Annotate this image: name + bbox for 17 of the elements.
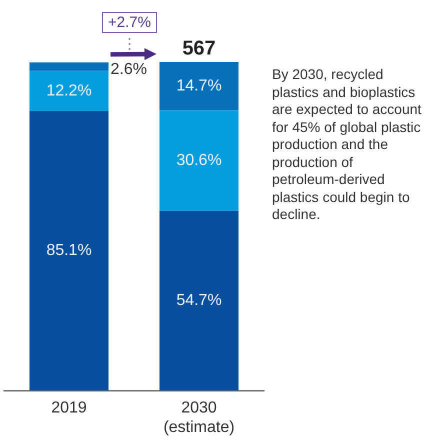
data-label: 2.6%	[110, 61, 147, 78]
text: +2.7%	[102, 12, 157, 33]
data-label: 30.6%	[176, 152, 222, 169]
bar	[159, 210, 239, 391]
bar	[159, 110, 239, 211]
bar	[29, 70, 109, 111]
data-label: 85.1%	[46, 242, 92, 260]
text: By 2030, recycled plastics and bioplastics are expected to account for 45% of global plastic production and the production of petroleum-derived plastics could begin to decline.	[272, 66, 422, 222]
annotation: 567	[182, 38, 216, 60]
bar	[159, 62, 239, 110]
data-label: 12.2%	[46, 82, 92, 100]
bar	[29, 110, 109, 391]
data-label: 14.7%	[176, 78, 222, 95]
data-label: 54.7%	[176, 292, 222, 310]
x-tick-label: 2030 (estimate)	[163, 400, 235, 436]
bar	[29, 62, 109, 71]
x-tick-label: 2019	[51, 400, 87, 417]
